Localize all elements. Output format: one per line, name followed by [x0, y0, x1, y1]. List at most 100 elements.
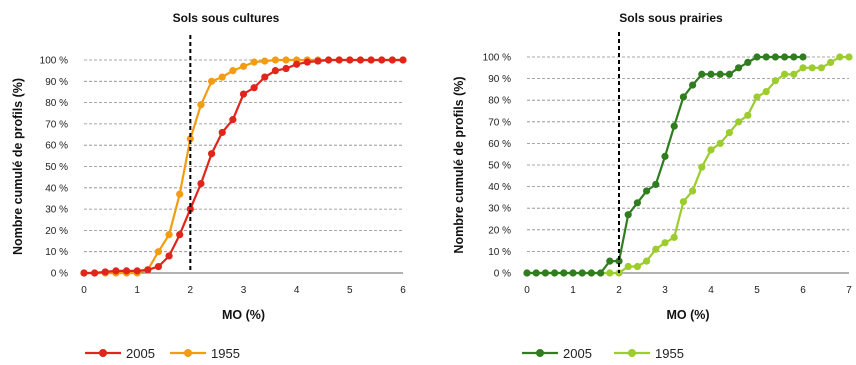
data-point-2005: [133, 267, 141, 275]
data-point-2005: [624, 211, 632, 219]
x-tick-label: 1: [134, 285, 140, 296]
y-axis-label: Nombre cumulé de profils (%): [11, 78, 25, 255]
data-point-1955: [753, 93, 761, 101]
data-point-2005: [261, 73, 269, 81]
data-point-1955: [670, 233, 678, 241]
y-axis-label: Nombre cumulé de profils (%): [452, 76, 466, 253]
data-point-2005: [144, 266, 152, 274]
data-point-2005: [551, 269, 559, 277]
data-point-2005: [335, 56, 343, 64]
x-axis-label: MO (%): [666, 308, 709, 322]
data-point-2005: [633, 199, 642, 207]
data-point-2005: [122, 267, 131, 275]
data-point-2005: [239, 90, 248, 98]
legend-label-1955: 1955: [211, 346, 240, 361]
x-tick-label: 5: [754, 285, 760, 296]
data-point-1955: [698, 163, 706, 171]
y-tick-label: 100 %: [40, 56, 68, 67]
y-tick-label: 70 %: [45, 119, 68, 130]
data-point-2005: [578, 269, 586, 277]
data-point-2005: [679, 93, 688, 101]
data-point-1955: [679, 198, 688, 206]
x-tick-label: 6: [400, 285, 406, 296]
data-point-2005: [771, 53, 780, 61]
data-point-2005: [91, 269, 99, 277]
y-tick-label: 70 %: [488, 117, 511, 128]
data-point-1955: [827, 58, 835, 66]
x-tick-label: 3: [241, 285, 247, 296]
data-point-2005: [597, 269, 605, 277]
data-point-2005: [606, 257, 614, 265]
data-point-2005: [176, 231, 184, 239]
data-point-1955: [154, 248, 163, 256]
y-tick-label: 80 %: [488, 96, 511, 107]
data-point-2005: [643, 187, 651, 195]
data-point-2005: [661, 152, 669, 160]
data-point-2005: [208, 150, 216, 158]
data-point-1955: [606, 269, 614, 277]
data-point-1955: [176, 190, 184, 198]
data-point-1955: [845, 53, 853, 61]
x-tick-label: 5: [347, 285, 353, 296]
data-point-2005: [689, 81, 697, 89]
data-point-1955: [725, 129, 734, 137]
data-point-2005: [197, 179, 205, 188]
x-tick-label: 6: [800, 285, 806, 296]
data-point-2005: [744, 58, 752, 66]
y-tick-label: 90 %: [45, 77, 68, 88]
data-point-1955: [661, 239, 669, 247]
data-point-1955: [744, 111, 752, 119]
data-point-2005: [293, 60, 301, 68]
y-tick-label: 90 %: [488, 74, 511, 85]
data-point-2005: [218, 128, 226, 137]
y-tick-label: 20 %: [45, 226, 68, 237]
data-point-2005: [753, 53, 761, 61]
x-tick-label: 0: [81, 285, 87, 296]
legend-marker-2005: [99, 349, 107, 357]
data-point-2005: [762, 53, 770, 61]
data-point-1955: [261, 57, 269, 65]
data-point-2005: [80, 269, 88, 277]
x-tick-label: 4: [708, 285, 714, 296]
y-tick-label: 0 %: [51, 269, 68, 280]
chart-title: Sols sous prairies: [619, 11, 723, 25]
x-tick-label: 7: [846, 285, 852, 296]
data-point-1955: [250, 58, 258, 66]
data-point-1955: [799, 64, 807, 72]
data-point-1955: [239, 62, 248, 70]
legend-marker-2005: [536, 349, 544, 357]
data-point-1955: [781, 70, 789, 78]
data-point-2005: [716, 70, 724, 78]
data-point-1955: [186, 135, 194, 143]
data-point-1955: [624, 262, 632, 271]
data-point-2005: [523, 269, 531, 277]
data-point-1955: [643, 257, 651, 265]
data-point-2005: [229, 116, 237, 124]
data-point-2005: [271, 67, 279, 75]
data-point-2005: [356, 56, 365, 64]
y-tick-label: 60 %: [488, 139, 511, 150]
data-point-2005: [367, 56, 375, 64]
data-point-2005: [799, 53, 807, 61]
data-point-1955: [208, 77, 216, 85]
y-tick-label: 60 %: [45, 141, 68, 152]
data-point-1955: [771, 77, 780, 85]
data-point-2005: [532, 269, 540, 277]
data-point-1955: [652, 245, 660, 253]
y-tick-label: 10 %: [488, 247, 511, 258]
data-point-2005: [707, 70, 715, 78]
data-point-2005: [781, 53, 789, 61]
y-tick-label: 50 %: [45, 162, 68, 173]
data-point-2005: [399, 56, 407, 64]
data-point-2005: [346, 56, 354, 64]
x-axis-label: MO (%): [222, 308, 265, 322]
y-tick-label: 30 %: [45, 205, 68, 216]
data-point-1955: [229, 67, 237, 75]
data-point-2005: [541, 269, 550, 277]
data-point-1955: [808, 64, 816, 72]
y-tick-label: 40 %: [45, 183, 68, 194]
data-point-2005: [670, 122, 678, 130]
x-tick-label: 0: [524, 285, 530, 296]
data-point-2005: [101, 268, 109, 276]
